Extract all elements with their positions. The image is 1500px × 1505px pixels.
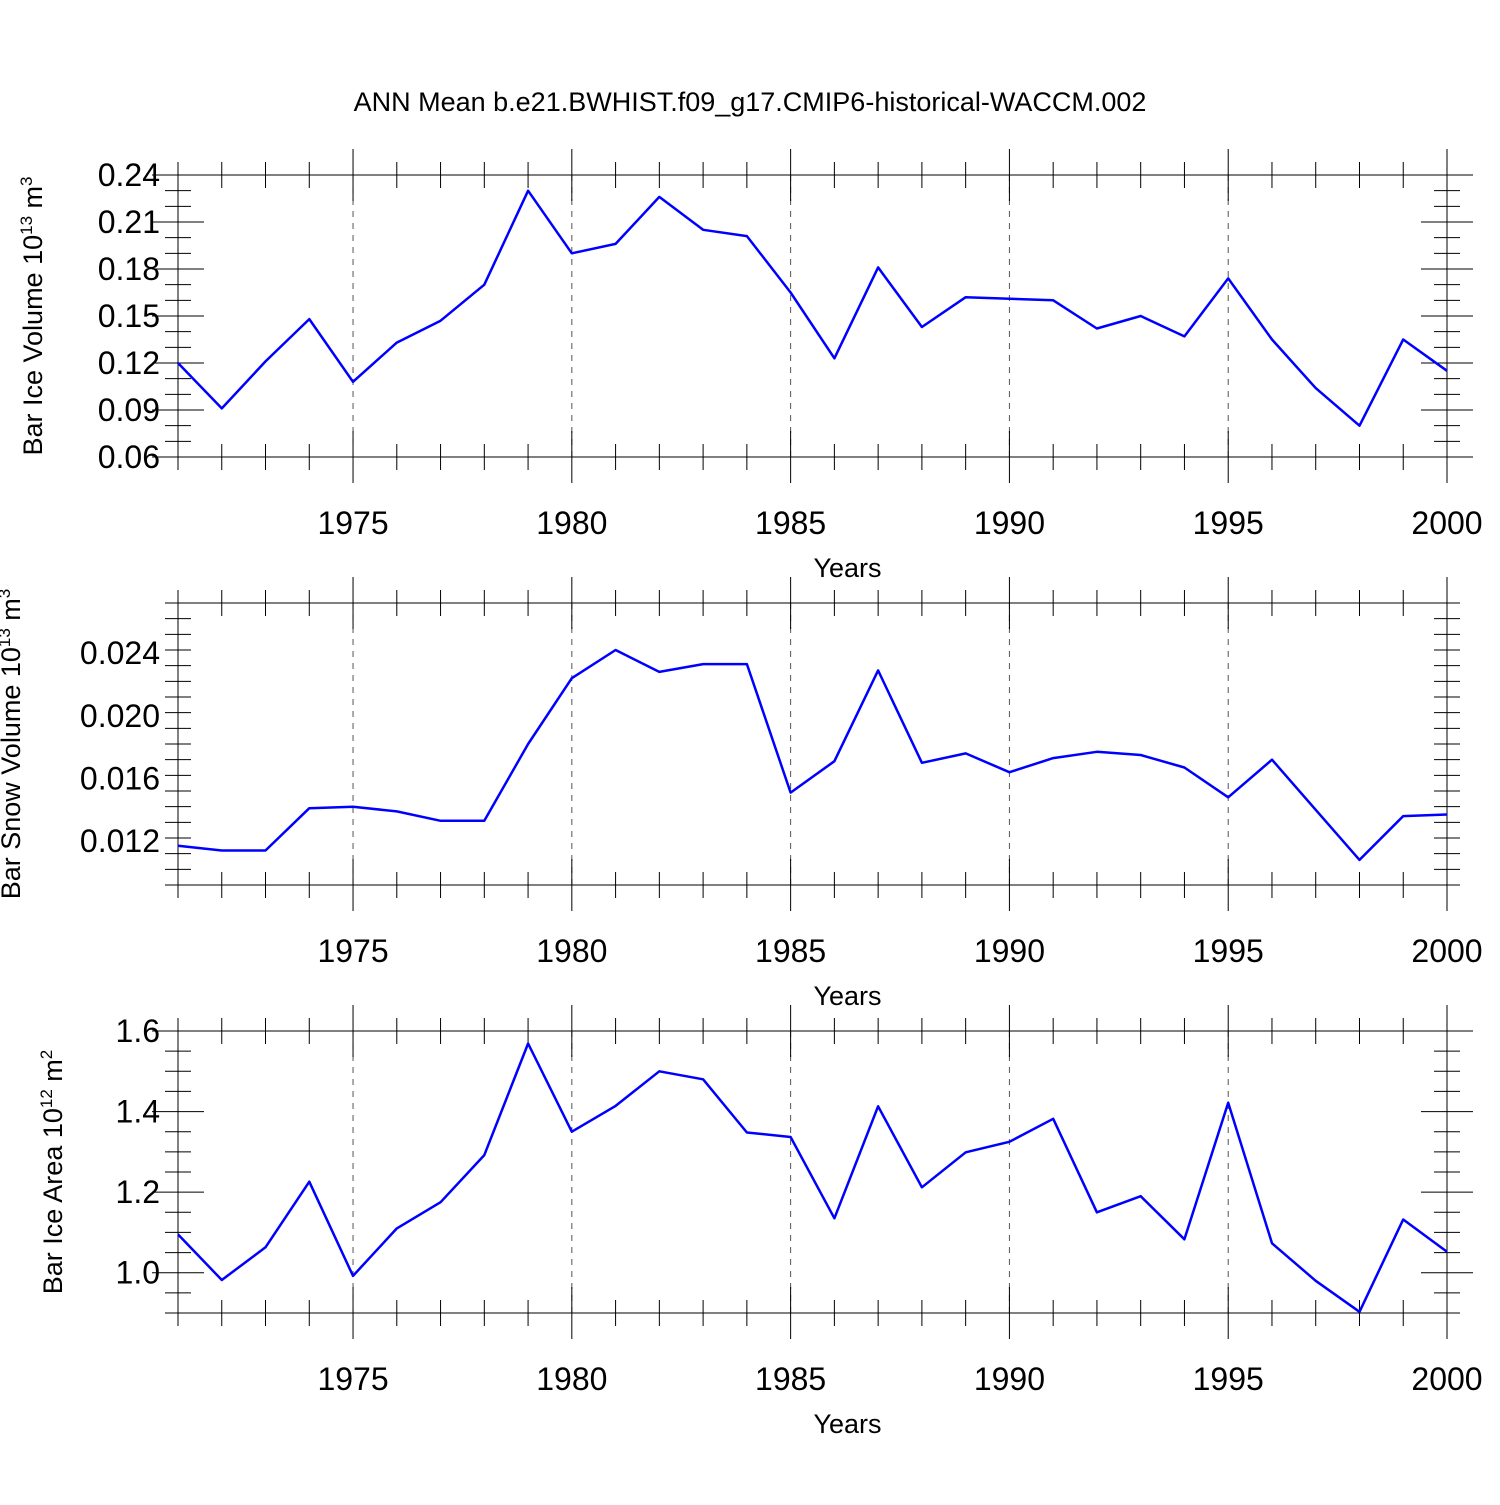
y-tick-label-3: 1.2 — [116, 1174, 160, 1210]
superscript: 2 — [37, 1050, 56, 1059]
x-tick-label-3: 1990 — [974, 1361, 1045, 1397]
series-line-2 — [177, 648, 1448, 862]
y-axis-title-2: Bar Snow Volume 1013 m3 — [0, 589, 26, 900]
x-tick-label-3: 1985 — [755, 1361, 826, 1397]
x-tick-label-1: 1990 — [974, 505, 1045, 541]
x-tick-label-2: 1985 — [755, 933, 826, 969]
x-tick-label-2: 2000 — [1411, 933, 1482, 969]
plot-frame-2 — [177, 602, 1448, 886]
superscript: 12 — [37, 1089, 56, 1108]
x-tick-label-3: 1975 — [317, 1361, 388, 1397]
y-axis-title-1: Bar Ice Volume 1013 m3 — [17, 176, 48, 455]
x-axis-title-2: Years — [813, 981, 881, 1011]
plot-frame-3 — [177, 1030, 1448, 1314]
x-tick-label-2: 1990 — [974, 933, 1045, 969]
y-tick-label-2: 0.024 — [80, 635, 160, 671]
superscript: 13 — [17, 216, 36, 235]
y-tick-label-1: 0.18 — [98, 251, 160, 287]
y-tick-label-1: 0.06 — [98, 439, 160, 475]
y-tick-label-1: 0.12 — [98, 345, 160, 381]
label-text: m — [18, 186, 48, 216]
y-tick-label-3: 1.4 — [116, 1094, 160, 1130]
label-text: m — [0, 598, 26, 628]
label-text: Bar Ice Volume 10 — [18, 235, 48, 456]
x-tick-label-2: 1995 — [1193, 933, 1264, 969]
x-tick-label-1: 2000 — [1411, 505, 1482, 541]
label-text: Bar Snow Volume 10 — [0, 647, 26, 899]
y-axis-title-3: Bar Ice Area 1012 m2 — [37, 1050, 68, 1295]
y-tick-label-3: 1.0 — [116, 1255, 160, 1291]
y-tick-label-2: 0.012 — [80, 823, 160, 859]
y-tick-label-1: 0.24 — [98, 157, 160, 193]
label-text: m — [38, 1059, 68, 1089]
x-axis-title-3: Years — [813, 1409, 881, 1439]
series-line-1 — [177, 189, 1448, 427]
y-tick-label-1: 0.21 — [98, 204, 160, 240]
superscript: 3 — [0, 589, 14, 598]
x-tick-label-1: 1980 — [536, 505, 607, 541]
x-tick-label-2: 1975 — [317, 933, 388, 969]
label-text: Bar Ice Area 10 — [38, 1108, 68, 1294]
x-tick-label-3: 2000 — [1411, 1361, 1482, 1397]
y-tick-label-2: 0.020 — [80, 698, 160, 734]
x-tick-label-1: 1985 — [755, 505, 826, 541]
x-tick-label-3: 1980 — [536, 1361, 607, 1397]
chart-title: ANN Mean b.e21.BWHIST.f09_g17.CMIP6-hist… — [354, 87, 1147, 117]
x-tick-label-1: 1995 — [1193, 505, 1264, 541]
superscript: 3 — [17, 176, 36, 185]
x-tick-label-3: 1995 — [1193, 1361, 1264, 1397]
y-tick-label-3: 1.6 — [116, 1013, 160, 1049]
y-tick-label-2: 0.016 — [80, 760, 160, 796]
x-tick-label-2: 1980 — [536, 933, 607, 969]
y-tick-label-1: 0.15 — [98, 298, 160, 334]
superscript: 13 — [0, 628, 14, 647]
x-axis-title-1: Years — [813, 553, 881, 583]
y-tick-label-1: 0.09 — [98, 392, 160, 428]
series-line-3 — [177, 1042, 1448, 1314]
x-tick-label-1: 1975 — [317, 505, 388, 541]
